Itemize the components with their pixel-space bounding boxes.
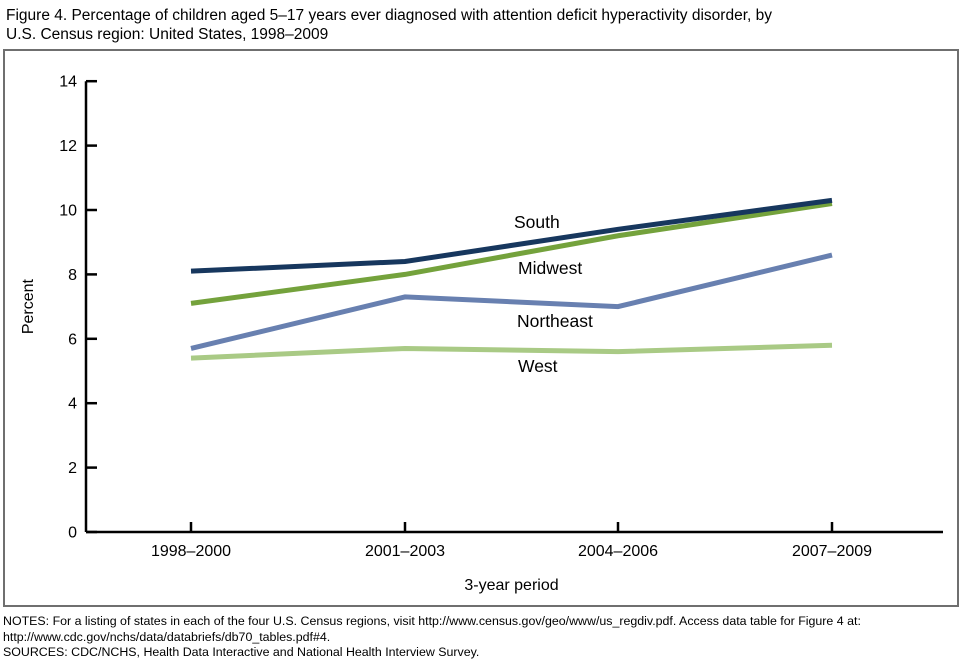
series-label-midwest: Midwest [518,258,582,278]
y-tick-label: 6 [68,331,77,348]
y-tick-label: 4 [68,396,77,413]
figure-title-line1: Figure 4. Percentage of children aged 5–… [6,7,772,24]
x-tick-label: 2004–2006 [578,543,658,560]
x-tick-label: 2007–2009 [792,543,872,560]
series-label-west: West [518,356,558,376]
line-chart: 0 2 4 6 8 10 12 14 1998–2000 2001–2003 2004–2006 20… [5,51,955,608]
series-line-midwest [190,201,833,307]
figure-title: Figure 4. Percentage of children aged 5–… [0,0,960,44]
notes-line2: http://www.cdc.gov/nchs/data/databriefs/… [3,629,331,644]
y-tick-label: 8 [68,267,77,284]
y-tick-label: 10 [59,203,77,220]
series-line-south [190,198,833,274]
series-line-northeast [190,252,833,352]
series-line-west [190,342,833,361]
series-label-northeast: Northeast [517,311,593,331]
series-label-south: South [514,212,560,232]
chart-frame: 0 2 4 6 8 10 12 14 1998–2000 2001–2003 2004–2006 20… [3,49,959,608]
chart-svg: 0 2 4 6 8 10 12 14 1998–2000 2001–2003 2004–2006 20… [20,74,943,594]
figure-title-line2: U.S. Census region: United States, 1998–… [6,25,329,43]
sources-line: SOURCES: CDC/NCHS, Health Data Interacti… [3,645,480,659]
y-tick-label: 14 [59,74,77,91]
notes-line1: NOTES: For a listing of states in each o… [3,614,861,629]
x-axis-title: 3-year period [464,577,558,594]
x-tick-label: 2001–2003 [365,543,445,560]
y-tick-label: 2 [68,460,77,477]
y-tick-label: 12 [59,138,77,155]
notes-block: NOTES: For a listing of states in each o… [3,614,950,659]
x-tick-label: 1998–2000 [151,543,231,560]
y-tick-label: 0 [68,525,77,542]
y-axis-title: Percent [20,279,37,335]
